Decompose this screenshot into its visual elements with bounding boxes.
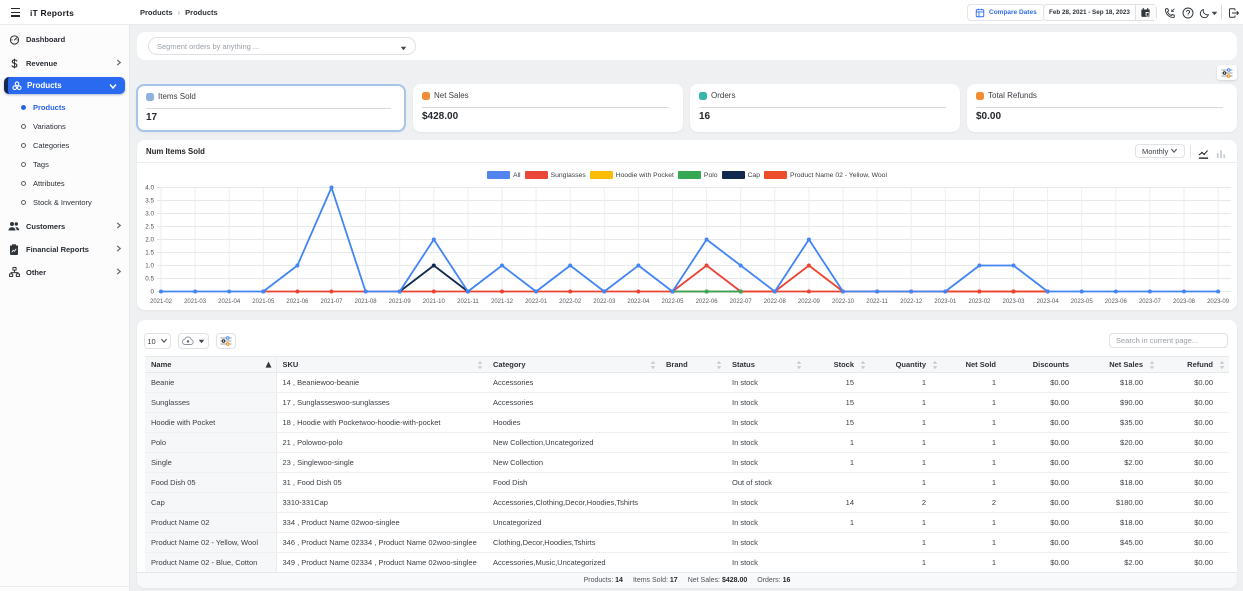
- svg-text:2021-07: 2021-07: [320, 299, 343, 305]
- svg-text:2021-09: 2021-09: [389, 299, 412, 305]
- svg-text:2021-11: 2021-11: [457, 299, 479, 305]
- svg-text:2022-03: 2022-03: [593, 299, 616, 305]
- svg-text:3.0: 3.0: [145, 211, 154, 218]
- svg-text:2021-04: 2021-04: [218, 299, 241, 305]
- svg-text:2022-11: 2022-11: [866, 299, 888, 305]
- svg-text:2021-10: 2021-10: [423, 299, 446, 305]
- svg-text:2022-05: 2022-05: [661, 299, 684, 305]
- svg-text:2022-04: 2022-04: [627, 299, 650, 305]
- svg-text:2021-12: 2021-12: [491, 299, 514, 305]
- svg-text:2022-02: 2022-02: [559, 299, 582, 305]
- svg-text:2023-07: 2023-07: [1139, 299, 1162, 305]
- svg-text:2022-12: 2022-12: [900, 299, 923, 305]
- svg-text:2021-03: 2021-03: [184, 299, 207, 305]
- svg-text:2021-08: 2021-08: [355, 299, 378, 305]
- svg-text:2023-03: 2023-03: [1002, 299, 1025, 305]
- svg-text:2023-02: 2023-02: [968, 299, 991, 305]
- svg-text:0: 0: [150, 289, 154, 296]
- svg-text:2023-05: 2023-05: [1071, 299, 1094, 305]
- svg-text:2022-06: 2022-06: [696, 299, 719, 305]
- svg-text:2021-02: 2021-02: [150, 299, 173, 305]
- svg-text:2021-06: 2021-06: [286, 299, 309, 305]
- svg-text:0.5: 0.5: [145, 276, 154, 283]
- svg-text:4.0: 4.0: [145, 185, 154, 192]
- svg-text:2023-04: 2023-04: [1037, 299, 1060, 305]
- svg-text:2021-05: 2021-05: [252, 299, 275, 305]
- svg-text:2022-09: 2022-09: [798, 299, 821, 305]
- svg-text:2023-09: 2023-09: [1207, 299, 1230, 305]
- svg-text:2022-01: 2022-01: [525, 299, 548, 305]
- svg-text:2023-06: 2023-06: [1105, 299, 1128, 305]
- svg-text:2022-07: 2022-07: [730, 299, 753, 305]
- svg-text:3.5: 3.5: [145, 198, 154, 205]
- svg-text:2022-08: 2022-08: [764, 299, 787, 305]
- svg-text:1.0: 1.0: [145, 263, 154, 270]
- svg-text:2023-08: 2023-08: [1173, 299, 1196, 305]
- svg-text:2.0: 2.0: [145, 237, 154, 244]
- svg-text:2022-10: 2022-10: [832, 299, 855, 305]
- svg-text:2.5: 2.5: [145, 224, 154, 231]
- svg-text:2023-01: 2023-01: [934, 299, 957, 305]
- svg-text:1.5: 1.5: [145, 250, 154, 257]
